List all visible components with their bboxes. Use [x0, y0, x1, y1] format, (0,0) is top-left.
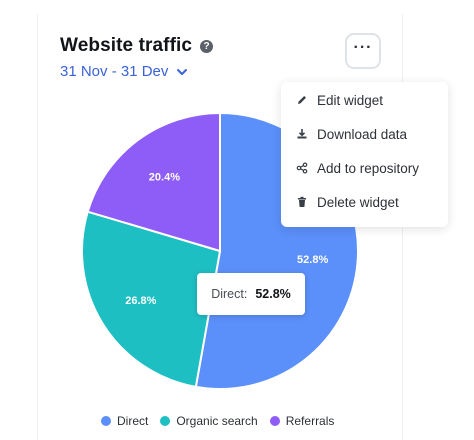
legend-item-organic-search[interactable]: Organic search — [160, 414, 258, 428]
share-icon — [296, 162, 308, 174]
legend-label: Organic search — [176, 414, 258, 428]
menu-item-add-to-repository[interactable]: Add to repository — [281, 151, 448, 185]
date-range-selector[interactable]: 31 Nov - 31 Dev — [60, 63, 188, 80]
slice-value-label: 20.4% — [149, 171, 180, 183]
legend-dot — [269, 416, 280, 426]
menu-item-label: Edit widget — [317, 92, 384, 108]
legend-dot — [101, 416, 111, 426]
menu-item-delete-widget[interactable]: Delete widget — [281, 185, 448, 219]
download-icon — [296, 128, 308, 140]
options-menu: Edit widget Download data Add to reposit… — [281, 82, 448, 227]
chart-legend: Direct Organic search Referrals — [101, 414, 334, 428]
menu-item-download-data[interactable]: Download data — [281, 117, 448, 151]
legend-item-direct[interactable]: Direct — [101, 414, 148, 428]
pencil-icon — [296, 94, 308, 106]
widget-header: Website traffic ? — [60, 35, 214, 57]
menu-item-label: Download data — [317, 126, 408, 142]
tooltip-value: 52.8% — [255, 287, 291, 301]
slice-value-label: 52.8% — [297, 254, 328, 266]
chart-tooltip: Direct: 52.8% — [197, 273, 305, 315]
info-icon[interactable]: ? — [200, 40, 214, 53]
legend-dot — [160, 416, 171, 426]
slice-value-label: 26.8% — [125, 295, 156, 307]
chevron-down-icon — [177, 68, 188, 75]
pie-slice-referrals[interactable] — [86, 111, 221, 253]
more-options-button[interactable]: ··· — [345, 33, 381, 69]
menu-item-label: Delete widget — [317, 194, 399, 210]
date-range-label: 31 Nov - 31 Dev — [60, 63, 169, 80]
legend-label: Referrals — [285, 414, 335, 428]
menu-item-edit-widget[interactable]: Edit widget — [281, 83, 448, 117]
legend-item-referrals[interactable]: Referrals — [269, 414, 335, 428]
widget-title: Website traffic — [60, 35, 193, 56]
pie-slice-organic-search[interactable] — [81, 210, 222, 389]
trash-icon — [296, 196, 308, 208]
legend-label: Direct — [117, 414, 149, 428]
menu-item-label: Add to repository — [317, 160, 420, 176]
tooltip-label: Direct: — [211, 287, 248, 301]
more-dots-icon: ··· — [353, 39, 373, 56]
